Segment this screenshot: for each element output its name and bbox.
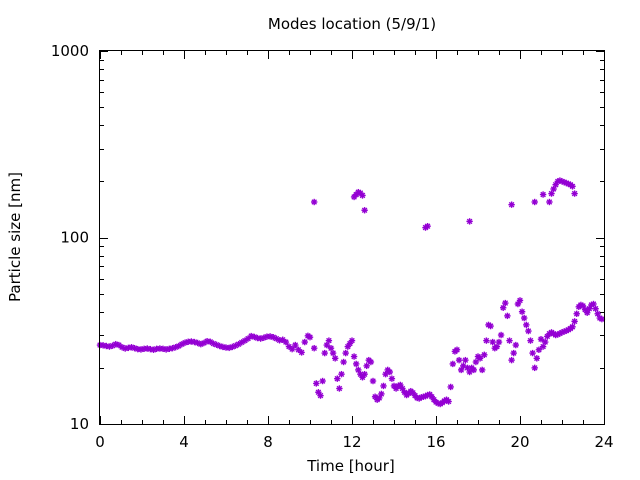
data-point	[479, 366, 486, 374]
data-point	[298, 349, 305, 356]
data-point	[487, 322, 494, 330]
data-point	[510, 349, 517, 357]
data-point	[569, 323, 576, 331]
data-point	[313, 380, 320, 387]
y-tick-label: 10	[70, 415, 89, 433]
data-point	[453, 346, 461, 353]
data-point	[350, 353, 358, 360]
data-point	[319, 377, 326, 385]
y-tick-label: 100	[60, 229, 89, 247]
data-point	[521, 314, 528, 322]
x-axis-label: Time [hour]	[306, 457, 395, 475]
data-point	[523, 321, 530, 329]
data-point	[470, 366, 477, 374]
data-point	[518, 308, 526, 315]
data-point	[508, 201, 515, 208]
x-tick-label: 4	[179, 433, 189, 451]
x-tick-label: 12	[342, 433, 361, 451]
data-point	[571, 190, 578, 197]
data-point	[483, 337, 490, 344]
data-point	[327, 344, 335, 352]
data-point	[506, 337, 513, 344]
data-point	[546, 198, 553, 206]
data-point	[447, 383, 454, 391]
data-point	[502, 299, 509, 307]
data-point	[367, 358, 375, 366]
data-point	[462, 356, 469, 364]
data-point	[359, 192, 366, 199]
data-point	[317, 392, 324, 399]
data-point	[504, 312, 511, 320]
data-point	[455, 356, 463, 364]
data-point	[363, 362, 370, 370]
data-point	[336, 385, 343, 392]
data-point	[542, 338, 549, 346]
data-point	[251, 333, 258, 341]
data-point	[361, 207, 368, 214]
data-point	[592, 305, 599, 312]
data-point	[573, 310, 580, 317]
data-point	[489, 338, 496, 346]
y-tick-label: 1000	[51, 42, 89, 60]
x-tick-label: 20	[510, 433, 529, 451]
data-point	[292, 341, 299, 349]
points-layer	[96, 177, 606, 408]
data-point	[525, 327, 532, 335]
data-point	[571, 318, 578, 325]
data-point	[306, 334, 314, 341]
data-point	[569, 183, 576, 190]
plot-frame	[99, 50, 605, 425]
data-point	[508, 356, 515, 364]
data-point	[369, 377, 377, 385]
data-point	[531, 198, 538, 206]
data-point	[342, 349, 349, 357]
chart-title: Modes location (5/9/1)	[268, 15, 436, 33]
x-tick-label: 8	[263, 433, 273, 451]
data-point	[466, 218, 473, 225]
data-point	[512, 341, 519, 349]
data-point	[533, 355, 540, 362]
data-point	[340, 358, 347, 366]
x-tick-label: 24	[594, 433, 613, 451]
data-point	[285, 343, 293, 350]
data-point	[329, 349, 337, 357]
data-point	[539, 191, 547, 198]
data-point	[531, 364, 538, 372]
data-point	[353, 360, 360, 368]
data-point	[476, 355, 484, 362]
data-point	[424, 222, 431, 230]
data-point	[332, 355, 339, 362]
data-point	[311, 344, 318, 352]
data-point	[535, 346, 543, 353]
data-point	[334, 375, 341, 382]
data-point	[321, 349, 328, 357]
x-tick-label: 16	[426, 433, 445, 451]
data-point	[529, 349, 536, 357]
data-point	[348, 337, 356, 344]
data-point	[445, 398, 452, 405]
data-point	[516, 297, 524, 304]
y-axis-label: Particle size [nm]	[6, 172, 24, 302]
data-point	[338, 370, 345, 378]
data-point	[311, 198, 318, 206]
data-point	[386, 368, 393, 376]
data-point	[472, 358, 480, 366]
data-point	[388, 375, 396, 382]
data-point	[378, 390, 385, 398]
data-point	[495, 338, 503, 346]
data-point	[449, 360, 456, 368]
data-point	[527, 337, 534, 344]
data-point	[361, 370, 368, 378]
data-point	[282, 338, 290, 346]
data-point	[497, 331, 505, 339]
data-point	[380, 382, 387, 390]
data-point	[301, 338, 308, 346]
data-point	[481, 351, 488, 358]
data-point	[537, 335, 545, 343]
data-point	[325, 337, 333, 344]
x-tick-label: 0	[95, 433, 105, 451]
tick-layer: 0 4 8 12 16 20 24 10 100 1000	[51, 42, 614, 451]
